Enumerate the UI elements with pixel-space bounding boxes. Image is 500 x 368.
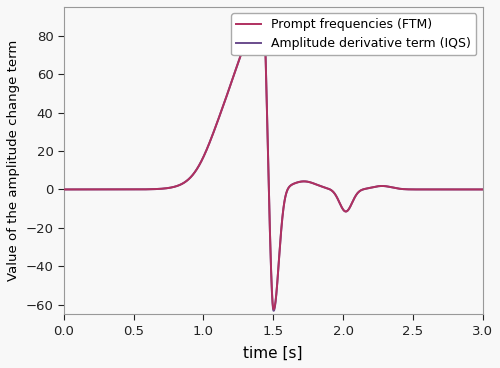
- Line: Prompt frequencies (FTM): Prompt frequencies (FTM): [64, 17, 482, 309]
- Prompt frequencies (FTM): [248, 26, 254, 31]
- Prompt frequencies (FTM): [480, 187, 486, 192]
- Amplitude derivative term (IQS): [160, 186, 166, 191]
- Amplitude derivative term (IQS): [218, 108, 224, 112]
- Y-axis label: Value of the amplitude change term: Value of the amplitude change term: [7, 40, 20, 281]
- Amplitude derivative term (IQS): [260, 13, 266, 18]
- Amplitude derivative term (IQS): [476, 187, 482, 192]
- Amplitude derivative term (IQS): [480, 187, 486, 192]
- X-axis label: time [s]: time [s]: [244, 346, 303, 361]
- Amplitude derivative term (IQS): [162, 186, 168, 191]
- Amplitude derivative term (IQS): [248, 26, 254, 31]
- Prompt frequencies (FTM): [270, 307, 276, 311]
- Prompt frequencies (FTM): [218, 108, 224, 112]
- Line: Amplitude derivative term (IQS): Amplitude derivative term (IQS): [64, 15, 482, 311]
- Prompt frequencies (FTM): [260, 14, 266, 19]
- Prompt frequencies (FTM): [160, 186, 166, 191]
- Prompt frequencies (FTM): [158, 187, 164, 191]
- Amplitude derivative term (IQS): [61, 187, 67, 192]
- Prompt frequencies (FTM): [476, 187, 482, 192]
- Legend: Prompt frequencies (FTM), Amplitude derivative term (IQS): Prompt frequencies (FTM), Amplitude deri…: [232, 13, 476, 56]
- Prompt frequencies (FTM): [162, 186, 168, 191]
- Amplitude derivative term (IQS): [270, 309, 276, 313]
- Amplitude derivative term (IQS): [158, 187, 164, 191]
- Prompt frequencies (FTM): [61, 187, 67, 192]
